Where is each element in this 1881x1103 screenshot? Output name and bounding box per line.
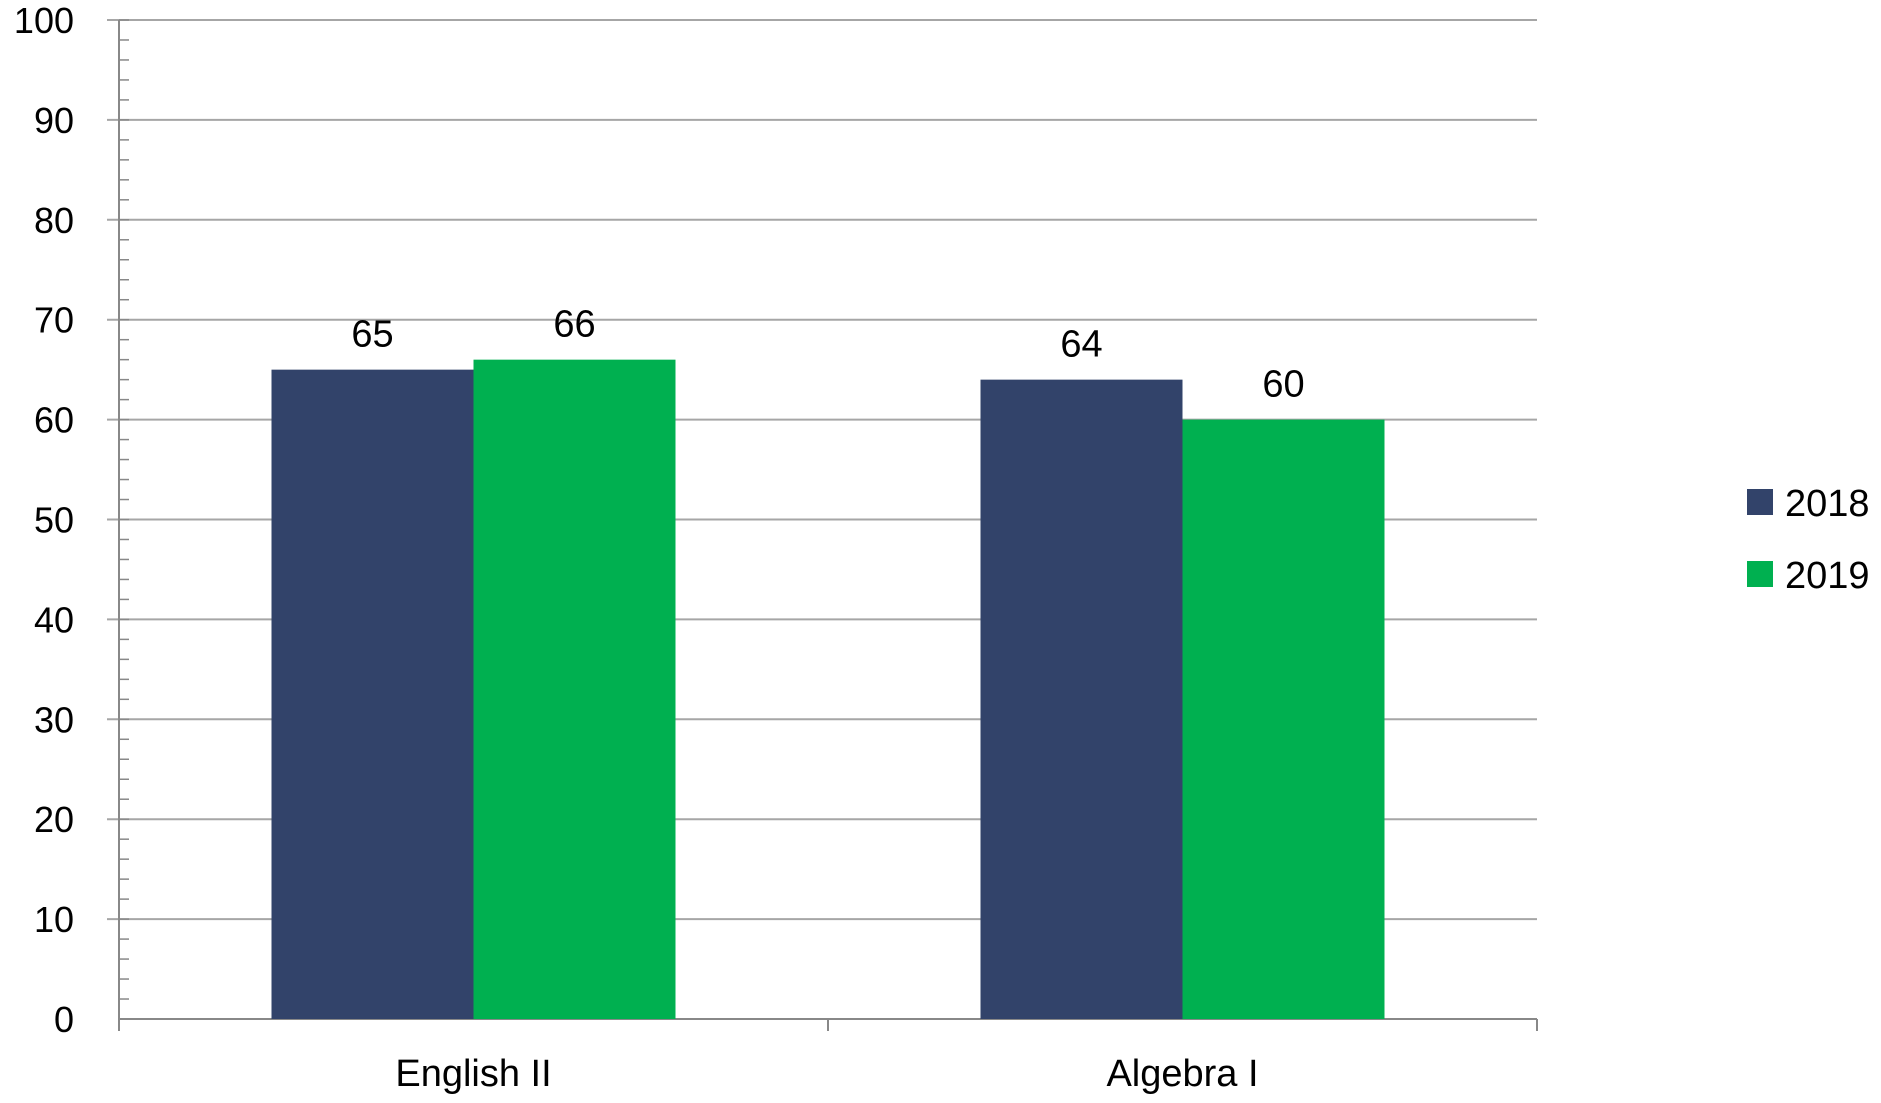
- data-label: 64: [1060, 324, 1102, 366]
- y-tick-label: 10: [34, 899, 74, 940]
- y-tick-label: 100: [14, 0, 74, 41]
- data-label: 60: [1262, 364, 1304, 406]
- data-label: 66: [553, 304, 595, 346]
- bar-2018-algebra-i: [980, 379, 1183, 1019]
- bar-2019-english-ii: [473, 359, 676, 1019]
- y-tick-label: 80: [34, 200, 74, 241]
- data-labels: 65 66 64 60: [351, 304, 1304, 406]
- bar-2019-algebra-i: [1182, 419, 1385, 1020]
- x-category-label: English II: [395, 1053, 551, 1095]
- y-tick-label: 40: [34, 599, 74, 640]
- legend-label: 2018: [1785, 483, 1870, 525]
- y-tick-label: 90: [34, 100, 74, 141]
- y-tick-label: 70: [34, 300, 74, 341]
- x-category-label: Algebra I: [1106, 1053, 1258, 1095]
- y-tick-label: 50: [34, 500, 74, 541]
- legend-swatch: [1747, 489, 1773, 515]
- y-tick-label: 20: [34, 799, 74, 840]
- bar-2018-english-ii: [271, 369, 474, 1019]
- legend: 2018 2019: [1747, 483, 1870, 597]
- x-category-labels: English II Algebra I: [395, 1053, 1258, 1095]
- y-tick-label: 0: [54, 999, 74, 1040]
- y-tick-labels: 0 10 20 30 40 50 60 70 80 90 100: [14, 0, 74, 1040]
- legend-label: 2019: [1785, 555, 1870, 597]
- bars: [271, 359, 1385, 1020]
- legend-swatch: [1747, 561, 1773, 587]
- data-label: 65: [351, 314, 393, 356]
- y-tick-label: 60: [34, 400, 74, 441]
- y-tick-label: 30: [34, 699, 74, 740]
